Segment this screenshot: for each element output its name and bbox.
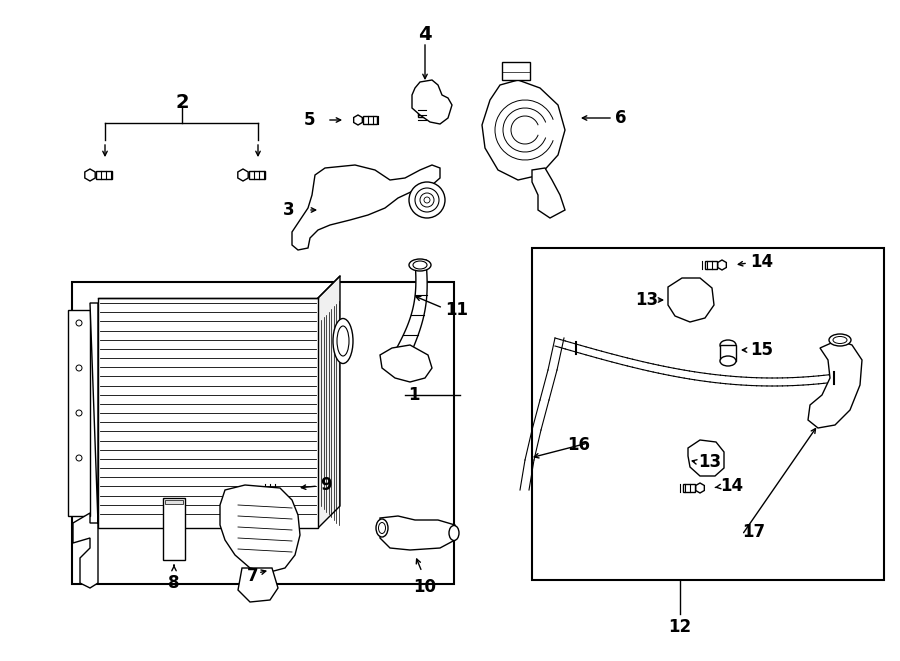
Text: 5: 5 <box>303 111 315 129</box>
Polygon shape <box>249 171 265 179</box>
Polygon shape <box>696 483 705 493</box>
Polygon shape <box>354 115 363 125</box>
Polygon shape <box>688 440 724 476</box>
Circle shape <box>409 182 445 218</box>
Text: 3: 3 <box>284 201 295 219</box>
Polygon shape <box>417 96 427 104</box>
Text: 16: 16 <box>567 436 590 454</box>
Polygon shape <box>418 105 426 117</box>
Ellipse shape <box>829 334 851 346</box>
Ellipse shape <box>720 356 736 366</box>
Ellipse shape <box>333 319 353 364</box>
Polygon shape <box>412 80 452 124</box>
Ellipse shape <box>449 525 459 541</box>
Text: 1: 1 <box>408 386 419 404</box>
Ellipse shape <box>409 259 431 271</box>
Text: 11: 11 <box>445 301 468 319</box>
Polygon shape <box>220 485 300 572</box>
Bar <box>72 282 454 584</box>
Bar <box>165 500 183 504</box>
Polygon shape <box>292 165 440 250</box>
Polygon shape <box>668 278 714 322</box>
Polygon shape <box>482 80 565 180</box>
Text: 14: 14 <box>750 253 773 271</box>
Polygon shape <box>380 516 455 550</box>
Polygon shape <box>96 171 112 179</box>
Bar <box>502 62 530 80</box>
Text: 14: 14 <box>720 477 743 495</box>
Ellipse shape <box>376 519 388 537</box>
Text: 7: 7 <box>247 567 258 585</box>
Text: 13: 13 <box>698 453 721 471</box>
Bar <box>532 248 884 580</box>
Polygon shape <box>532 168 565 218</box>
Text: 10: 10 <box>413 578 436 596</box>
Polygon shape <box>717 260 726 270</box>
Text: 13: 13 <box>634 291 658 309</box>
Text: 17: 17 <box>742 523 765 541</box>
Polygon shape <box>73 303 98 588</box>
Polygon shape <box>238 568 278 602</box>
Polygon shape <box>238 169 248 181</box>
Polygon shape <box>363 116 377 124</box>
Text: 12: 12 <box>669 618 691 636</box>
Polygon shape <box>318 276 340 528</box>
Polygon shape <box>683 484 695 492</box>
Polygon shape <box>281 483 289 493</box>
Text: 8: 8 <box>168 574 180 592</box>
Text: 2: 2 <box>176 93 189 112</box>
Polygon shape <box>380 345 432 382</box>
Bar <box>98 298 318 528</box>
Polygon shape <box>808 340 862 428</box>
Text: 4: 4 <box>418 25 432 44</box>
Text: 9: 9 <box>320 476 331 494</box>
Polygon shape <box>705 261 717 269</box>
Bar <box>163 498 185 560</box>
Polygon shape <box>390 260 428 360</box>
Bar <box>68 310 90 516</box>
Text: 6: 6 <box>615 109 626 127</box>
Bar <box>720 345 736 361</box>
Polygon shape <box>268 484 280 492</box>
Ellipse shape <box>720 340 736 350</box>
Text: 15: 15 <box>750 341 773 359</box>
Polygon shape <box>85 169 95 181</box>
